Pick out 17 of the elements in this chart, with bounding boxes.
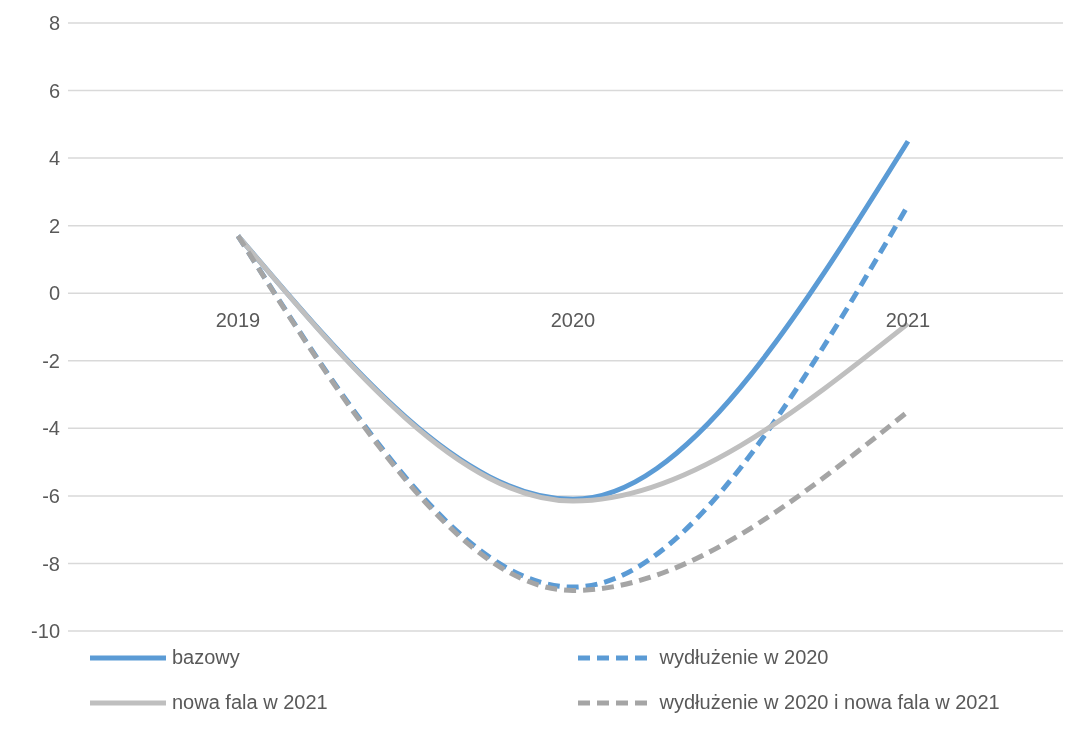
legend-label: wydłużenie w 2020 [659, 646, 829, 669]
y-tick-label: -10 [31, 620, 60, 643]
legend-label: bazowy [172, 646, 240, 669]
y-tick-label: -4 [42, 417, 60, 440]
y-tick-label: 0 [48, 282, 60, 305]
x-tick-label: 2020 [550, 309, 596, 332]
x-tick-label: 2019 [215, 309, 261, 332]
y-tick-label: -8 [42, 552, 60, 575]
y-tick-label: 2 [48, 214, 60, 237]
y-tick-label: -2 [42, 349, 60, 372]
y-tick-label: 4 [48, 147, 60, 170]
legend-label: wydłużenie w 2020 i nowa fala w 2021 [659, 691, 1000, 714]
y-tick-label: 8 [48, 12, 60, 35]
y-tick-label: 6 [48, 79, 60, 102]
y-tick-label: -6 [42, 484, 60, 507]
legend-label: nowa fala w 2021 [172, 691, 328, 714]
x-tick-label: 2021 [885, 309, 931, 332]
